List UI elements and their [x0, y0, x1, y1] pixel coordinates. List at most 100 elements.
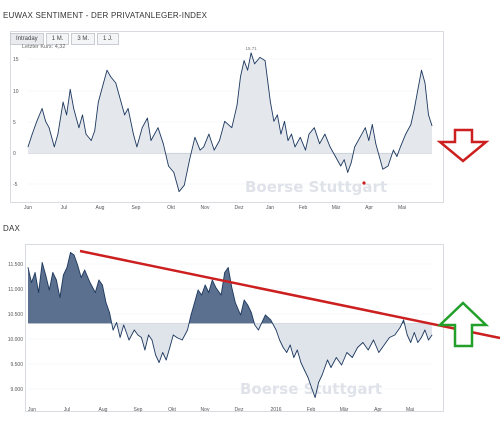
tab-3m[interactable]: 3 M.: [71, 33, 96, 45]
sent-y-tick-label: 10: [13, 89, 19, 95]
dax-data-point: [109, 312, 110, 313]
dax-data-point: [34, 272, 36, 273]
dax-x-tick-label: 2016: [270, 407, 281, 413]
dax-data-point: [119, 337, 121, 338]
dax-data-point: [307, 377, 309, 378]
dax-data-point: [367, 349, 369, 351]
sent-data-point: [48, 127, 50, 129]
sent-data-point: [168, 165, 169, 167]
dax-x-tick-label: Aug: [99, 407, 108, 413]
sent-x-tick-label: Mai: [398, 205, 406, 211]
dax-x-tick-label: Apr: [374, 407, 382, 413]
sent-data-point: [150, 140, 152, 141]
dax-x-tick-label: Feb: [307, 407, 316, 413]
sent-data-point: [57, 133, 59, 135]
sent-x-tick-label: Feb: [299, 205, 308, 211]
sent-data-point: [85, 133, 87, 135]
sent-data-point: [313, 127, 315, 129]
sent-data-point: [69, 88, 71, 90]
sent-data-point: [110, 76, 111, 77]
dax-data-point: [286, 352, 288, 353]
dax-series-line: [27, 252, 433, 398]
sent-data-point: [417, 88, 419, 90]
sent-data-point: [329, 146, 331, 148]
dax-data-point: [204, 284, 206, 286]
dax-data-point: [321, 374, 323, 376]
dax-data-point: [243, 299, 245, 301]
sent-data-point: [147, 117, 148, 119]
dax-data-point: [165, 359, 167, 361]
dax-data-point: [351, 357, 353, 358]
sent-data-point: [264, 60, 266, 61]
sent-data-point: [273, 120, 275, 122]
dax-data-point: [77, 264, 78, 266]
dax-data-point: [187, 329, 188, 331]
dax-data-point: [208, 292, 210, 293]
sent-x-tick-label: Mär: [332, 205, 341, 211]
sent-data-point: [97, 101, 99, 103]
sent-y-tick-label: 5: [13, 120, 16, 126]
sentiment-chart-title: EUWAX SENTIMENT - DER PRIVATANLEGER-INDE…: [3, 11, 208, 20]
sent-data-point: [364, 127, 366, 129]
dax-data-point: [98, 279, 100, 281]
dax-data-point: [403, 319, 404, 321]
sent-data-point: [410, 124, 412, 125]
sent-data-point: [431, 125, 433, 127]
dax-data-point: [385, 342, 387, 343]
sent-x-tick-label: Jun: [24, 205, 32, 211]
dax-data-point: [123, 324, 125, 326]
sent-data-point: [127, 108, 129, 109]
dax-data-point: [258, 329, 259, 331]
sent-data-point: [347, 172, 349, 173]
dax-data-point: [431, 334, 433, 336]
sent-data-point: [178, 191, 180, 192]
dax-data-point: [250, 312, 252, 313]
sent-data-point: [340, 165, 342, 167]
dax-data-point: [27, 267, 29, 268]
sent-data-point: [31, 133, 33, 135]
dax-data-point: [399, 327, 401, 328]
sent-x-tick-label: Okt: [167, 205, 175, 211]
tab-1m[interactable]: 1 M.: [45, 33, 70, 45]
timeframe-tabs: Intraday 1 M. 3 M. 1 J.: [10, 33, 119, 45]
dax-data-point: [52, 272, 54, 273]
sent-data-point: [284, 120, 285, 122]
dax-data-point: [155, 354, 156, 356]
sent-data-point: [78, 127, 80, 129]
dax-data-point: [318, 382, 319, 383]
tab-intraday[interactable]: Intraday: [10, 33, 44, 45]
dax-data-point: [227, 267, 229, 268]
dax-data-point: [240, 314, 241, 316]
sent-data-point: [428, 114, 429, 116]
dax-data-point: [144, 349, 146, 351]
dax-data-point: [335, 357, 337, 358]
dax-data-point: [137, 334, 139, 336]
sent-data-point: [136, 146, 138, 148]
dax-data-point: [151, 339, 153, 341]
dax-data-point: [59, 297, 61, 298]
sent-data-point: [203, 146, 205, 148]
dax-data-point: [112, 329, 114, 331]
sent-data-point: [308, 133, 310, 135]
dax-data-point: [311, 387, 312, 388]
sent-data-point: [27, 146, 29, 148]
dax-x-tick-label: Sep: [134, 407, 143, 413]
sent-x-tick-label: Jan: [266, 205, 274, 211]
tab-1y[interactable]: 1 J.: [97, 33, 119, 45]
sent-data-point: [375, 143, 377, 145]
dax-y-tick-label: 11.500: [8, 262, 23, 268]
dax-data-point: [270, 319, 272, 321]
dax-data-point: [330, 367, 332, 368]
dax-data-point: [41, 262, 43, 263]
sent-data-point: [354, 146, 356, 148]
dax-data-point: [128, 339, 130, 341]
dax-watermark: Boerse Stuttgart: [240, 380, 382, 398]
dax-data-point: [190, 314, 192, 316]
sent-data-point: [378, 156, 380, 157]
sent-data-point: [335, 156, 336, 157]
sent-x-tick-label: Nov: [201, 205, 210, 211]
arrow-up-icon: [436, 301, 490, 348]
sent-data-point: [213, 149, 215, 151]
dax-data-point: [197, 289, 199, 291]
dax-data-point: [314, 397, 316, 398]
